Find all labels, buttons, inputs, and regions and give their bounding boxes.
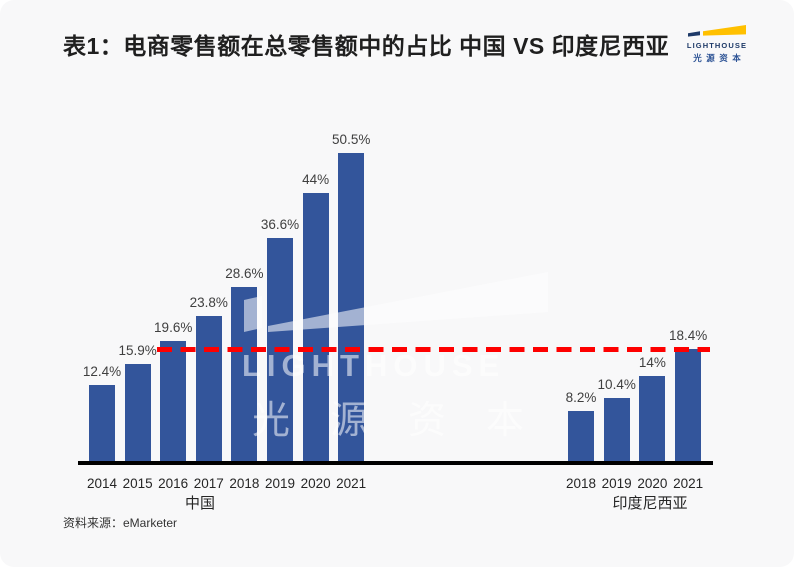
x-tick-label: 2021 bbox=[673, 476, 704, 491]
bar-中国-2016 bbox=[160, 341, 187, 461]
bar-value-label: 14% bbox=[638, 354, 666, 370]
bar-中国-2017 bbox=[195, 315, 222, 461]
bar-印度尼西亚-2021 bbox=[675, 348, 702, 461]
x-tick-label: 2014 bbox=[86, 476, 118, 491]
x-axis-line bbox=[78, 461, 713, 465]
bar-中国-2021 bbox=[338, 152, 365, 461]
bar-中国-2020 bbox=[302, 192, 329, 461]
x-tick-label: 2019 bbox=[264, 476, 296, 491]
bar-value-label: 50.5% bbox=[332, 131, 371, 147]
bar-value-label: 15.9% bbox=[118, 343, 157, 358]
bar-value-label: 36.6% bbox=[260, 216, 300, 232]
bar-印度尼西亚-2019 bbox=[603, 397, 630, 461]
bar-value-label: 23.8% bbox=[189, 294, 228, 310]
x-tick-label: 2018 bbox=[565, 476, 597, 491]
bar-value-label: 19.6% bbox=[154, 320, 193, 336]
lighthouse-logo: LIGHTHOUSE 光源资本 bbox=[684, 25, 750, 64]
bar-中国-2018 bbox=[231, 286, 258, 461]
bar-value-label: 8.2% bbox=[565, 389, 597, 405]
x-tick-label: 2017 bbox=[193, 476, 224, 491]
lighthouse-logo-text: LIGHTHOUSE bbox=[686, 41, 748, 50]
lighthouse-logo-cn-text: 光源资本 bbox=[693, 53, 746, 63]
group-label-china: 中国 bbox=[184, 495, 215, 512]
page-title: 表1：电商零售额在总零售额中的占比 中国 VS 印度尼西亚 bbox=[63, 33, 670, 59]
x-tick-label: 2020 bbox=[300, 476, 331, 491]
lighthouse-beam-icon bbox=[688, 25, 746, 37]
bar-印度尼西亚-2020 bbox=[639, 375, 666, 461]
x-tick-label: 2021 bbox=[336, 476, 367, 491]
bar-value-label: 18.4% bbox=[668, 327, 708, 343]
x-tick-label: 2019 bbox=[601, 476, 632, 491]
bar-中国-2015 bbox=[124, 364, 151, 461]
bar-印度尼西亚-2018 bbox=[568, 410, 594, 461]
x-tick-label: 2015 bbox=[122, 476, 153, 491]
bar-value-label: 10.4% bbox=[597, 376, 636, 392]
bar-value-label: 12.4% bbox=[82, 364, 122, 380]
bar-value-label: 44% bbox=[302, 171, 330, 187]
reference-dashed-line bbox=[157, 346, 710, 352]
group-label-indonesia: 印度尼西亚 bbox=[612, 495, 688, 512]
x-tick-label: 2020 bbox=[637, 476, 668, 491]
bar-value-label: 28.6% bbox=[225, 265, 264, 281]
source-note: 资料来源：eMarketer bbox=[63, 516, 178, 530]
x-tick-label: 2016 bbox=[158, 476, 189, 491]
bar-中国-2014 bbox=[89, 385, 115, 461]
x-tick-label: 2018 bbox=[229, 476, 260, 491]
